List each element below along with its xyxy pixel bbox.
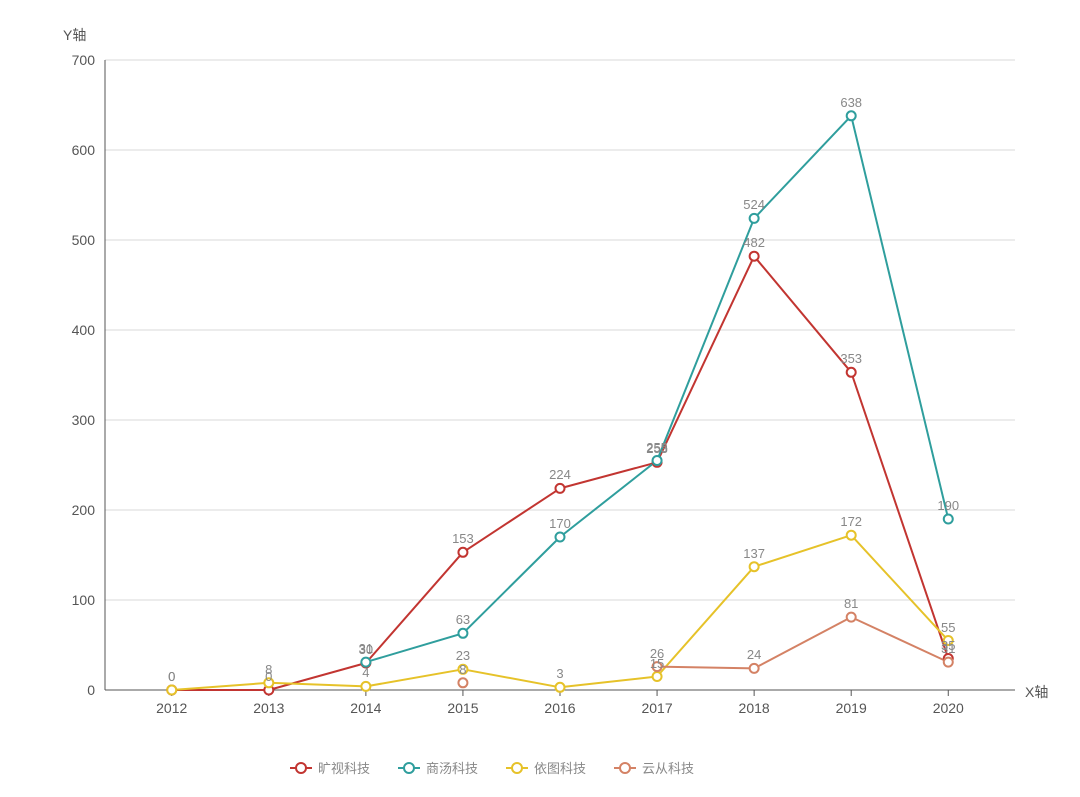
- series-marker-shangtang: [847, 111, 856, 120]
- x-tick-label: 2019: [836, 700, 867, 716]
- legend-swatch: [506, 763, 528, 773]
- y-tick-label: 200: [45, 502, 95, 518]
- x-tick-label: 2015: [447, 700, 478, 716]
- series-marker-yuncong: [653, 662, 662, 671]
- series-marker-shangtang: [458, 629, 467, 638]
- legend: 旷视科技 商汤科技 依图科技 云从科技: [290, 758, 694, 777]
- series-marker-yitu: [944, 636, 953, 645]
- legend-label: 商汤科技: [426, 758, 478, 777]
- legend-swatch: [398, 763, 420, 773]
- y-tick-label: 700: [45, 52, 95, 68]
- series-marker-shangtang: [361, 658, 370, 667]
- x-tick-label: 2018: [739, 700, 770, 716]
- legend-swatch: [614, 763, 636, 773]
- x-tick-label: 2016: [544, 700, 575, 716]
- legend-label: 旷视科技: [318, 758, 370, 777]
- y-tick-label: 600: [45, 142, 95, 158]
- series-marker-yitu: [264, 678, 273, 687]
- y-tick-label: 300: [45, 412, 95, 428]
- series-marker-yuncong: [458, 678, 467, 687]
- legend-item-kuangshi: 旷视科技: [290, 758, 370, 777]
- series-marker-yuncong: [750, 664, 759, 673]
- series-marker-kuangshi: [750, 252, 759, 261]
- series-marker-yitu: [556, 683, 565, 692]
- series-line-shangtang: [366, 116, 948, 662]
- legend-marker-icon: [619, 762, 631, 774]
- series-marker-yitu: [361, 682, 370, 691]
- series-line-yuncong: [657, 617, 948, 668]
- series-marker-yuncong: [944, 658, 953, 667]
- x-tick-label: 2017: [641, 700, 672, 716]
- series-marker-kuangshi: [847, 368, 856, 377]
- y-axis-title: Y轴: [63, 25, 86, 45]
- series-marker-shangtang: [750, 214, 759, 223]
- legend-marker-icon: [295, 762, 307, 774]
- legend-swatch: [290, 763, 312, 773]
- x-tick-label: 2012: [156, 700, 187, 716]
- series-marker-shangtang: [556, 533, 565, 542]
- series-line-yitu: [172, 535, 949, 690]
- series-marker-kuangshi: [458, 548, 467, 557]
- series-marker-yitu: [653, 672, 662, 681]
- chart-svg: [0, 0, 1080, 797]
- y-tick-label: 100: [45, 592, 95, 608]
- x-tick-label: 2020: [933, 700, 964, 716]
- legend-marker-icon: [511, 762, 523, 774]
- y-tick-label: 400: [45, 322, 95, 338]
- legend-item-shangtang: 商汤科技: [398, 758, 478, 777]
- x-tick-label: 2014: [350, 700, 381, 716]
- series-marker-shangtang: [944, 515, 953, 524]
- y-tick-label: 0: [45, 682, 95, 698]
- legend-item-yuncong: 云从科技: [614, 758, 694, 777]
- legend-marker-icon: [403, 762, 415, 774]
- series-marker-kuangshi: [556, 484, 565, 493]
- series-marker-shangtang: [653, 456, 662, 465]
- series-marker-yitu: [847, 531, 856, 540]
- line-chart: 0 100 200 300 400 500 600 700 2012 2013 2014 2015 20…: [0, 0, 1080, 797]
- x-axis-title: X轴: [1025, 682, 1048, 702]
- series-line-kuangshi: [172, 256, 949, 690]
- legend-label: 云从科技: [642, 758, 694, 777]
- series-marker-yitu: [167, 686, 176, 695]
- series-marker-yitu: [750, 562, 759, 571]
- series-marker-yuncong: [847, 613, 856, 622]
- x-tick-label: 2013: [253, 700, 284, 716]
- legend-label: 依图科技: [534, 758, 586, 777]
- legend-item-yitu: 依图科技: [506, 758, 586, 777]
- y-tick-label: 500: [45, 232, 95, 248]
- series-marker-yitu: [458, 665, 467, 674]
